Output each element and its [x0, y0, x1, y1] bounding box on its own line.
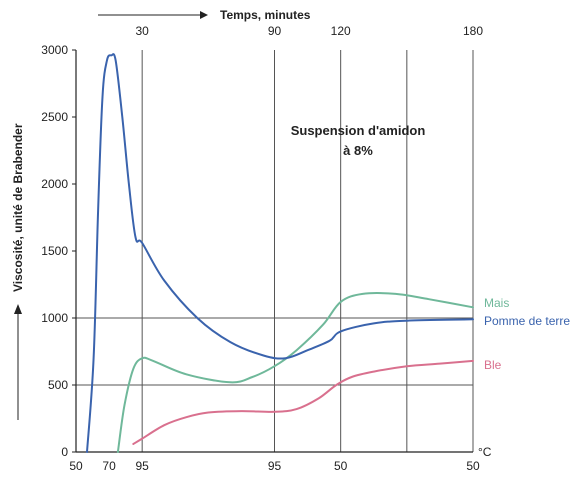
- legend-pomme-de-terre: Pomme de terre: [484, 314, 570, 328]
- y-tick-label-0: 0: [61, 445, 68, 459]
- chart-grid: [76, 50, 474, 452]
- chart-subtitle: à 8%: [343, 143, 373, 158]
- top-tick-label-2: 120: [331, 24, 351, 38]
- y-tick-label-3000: 3000: [41, 43, 68, 57]
- series-line-mais: [116, 292, 474, 453]
- bottom-tick-label-3: 95: [268, 459, 282, 473]
- chart-axes: 0 500 1000 1500 2000 2500 3000 30 90 120 180 50 70 95…: [41, 24, 483, 473]
- legend-ble: Ble: [484, 358, 502, 372]
- bottom-tick-label-0: 50: [69, 459, 83, 473]
- top-tick-label-0: 30: [135, 24, 149, 38]
- bottom-axis-unit: °C: [478, 445, 492, 459]
- y-axis-arrow: [14, 304, 22, 420]
- bottom-tick-label-1: 70: [102, 459, 116, 473]
- series-line-ble: [132, 359, 474, 445]
- bottom-tick-label-5: 50: [466, 459, 480, 473]
- legend-mais: Mais: [484, 296, 509, 310]
- top-axis-arrow: [98, 11, 208, 19]
- chart-series: [86, 53, 474, 453]
- y-tick-label-500: 500: [48, 378, 68, 392]
- top-tick-label-3: 180: [463, 24, 483, 38]
- y-tick-label-2500: 2500: [41, 110, 68, 124]
- y-axis-label: Viscosité, unité de Brabender: [11, 123, 25, 292]
- y-tick-label-1000: 1000: [41, 311, 68, 325]
- top-tick-label-1: 90: [268, 24, 282, 38]
- series-line-pomme-de-terre: [86, 53, 474, 453]
- top-axis-label: Temps, minutes: [220, 8, 311, 22]
- y-tick-label-2000: 2000: [41, 177, 68, 191]
- bottom-tick-label-2: 95: [135, 459, 149, 473]
- bottom-tick-label-4: 50: [334, 459, 348, 473]
- y-tick-label-1500: 1500: [41, 244, 68, 258]
- chart-title: Suspension d'amidon: [291, 123, 426, 138]
